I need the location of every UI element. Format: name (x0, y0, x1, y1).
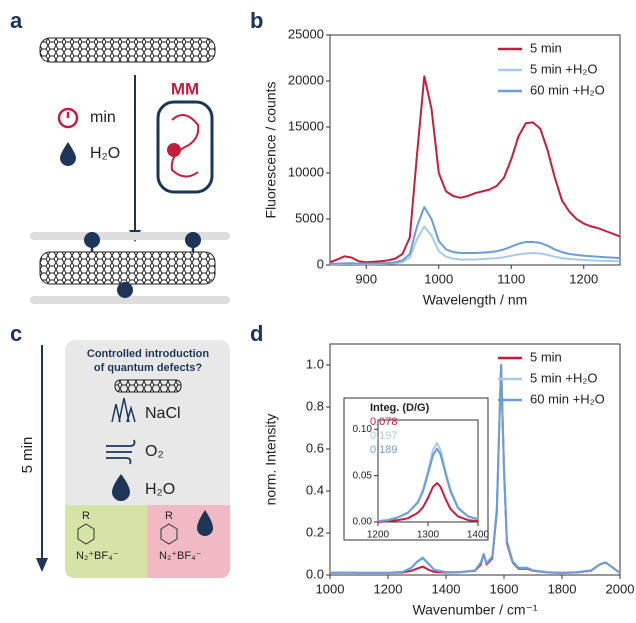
benzene (77, 523, 95, 545)
x-axis-label: Wavenumber / cm⁻¹ (412, 602, 537, 618)
panel-label: c (10, 321, 22, 346)
x-tick-label: 1200 (374, 582, 403, 597)
series-line (329, 75, 621, 264)
plot-frame (329, 34, 621, 266)
drop-icon (197, 510, 213, 536)
series-line (330, 225, 621, 266)
time-label: min (90, 109, 116, 126)
annotation-title: Integ. (D/G) (370, 402, 430, 414)
x-tick-label: 1000 (424, 272, 453, 287)
defect (185, 232, 201, 248)
y-tick-label: 0.05 (353, 470, 373, 481)
y-tick-label: 0.6 (306, 440, 324, 455)
mill-ball (167, 143, 181, 157)
question: Controlled introduction (87, 348, 209, 360)
defect (117, 282, 133, 298)
y-tick-label: 0.0 (306, 566, 324, 581)
mill-jar (156, 100, 214, 194)
x-tick-label: 1400 (467, 530, 490, 541)
water-label: H₂O (145, 481, 175, 498)
y-tick-label: 0.8 (306, 398, 324, 413)
plot-frame (329, 343, 621, 576)
drop-icon (60, 142, 76, 166)
x-tick-label: 1600 (490, 582, 519, 597)
annotation: 0.197 (370, 430, 398, 442)
legend-label: 60 min +H₂O (530, 391, 605, 406)
nanotube (39, 37, 216, 63)
panel-a: min H₂O MM (30, 37, 230, 304)
x-axis-label: Wavelength / nm (423, 292, 528, 308)
membrane (30, 232, 230, 304)
arrow-head (36, 558, 48, 572)
series-line (330, 206, 621, 265)
series-line (329, 364, 621, 574)
benzene (160, 523, 178, 545)
y-tick-label: 25000 (288, 26, 324, 41)
legend-label: 5 min (530, 40, 562, 55)
oxygen-label: O₂ (145, 443, 164, 460)
panel-label: d (250, 321, 263, 346)
x-tick-label: 2000 (606, 582, 635, 597)
y-tick-label: 10000 (288, 164, 324, 179)
legend-label: 5 min (530, 349, 562, 364)
y-tick-label: 20000 (288, 72, 324, 87)
y-axis-label: Fluorescence / counts (263, 82, 279, 219)
series-line (377, 482, 479, 523)
series-line (377, 447, 479, 523)
y-tick-label: 0.00 (353, 517, 373, 528)
y-tick-label: 0.10 (353, 424, 373, 435)
panel-label: a (10, 8, 23, 33)
x-tick-label: 1200 (367, 530, 390, 541)
mill-path (170, 114, 200, 178)
x-tick-label: 900 (355, 272, 377, 287)
panel-c: Controlled introduction of quantum defec… (19, 340, 230, 578)
y-tick-label: 1.0 (306, 356, 324, 371)
duration-label: 5 min (19, 437, 36, 474)
question: of quantum defects? (94, 362, 202, 374)
legend-label: 60 min +H₂O (530, 82, 605, 97)
y-tick-label: 5000 (295, 210, 324, 225)
inset-frame (343, 397, 489, 541)
substituent: R (82, 510, 90, 522)
method-label: MM (171, 79, 199, 98)
panel-label: b (250, 8, 263, 33)
x-tick-label: 1800 (548, 582, 577, 597)
annotation: 0.189 (370, 444, 398, 456)
clock-icon (57, 107, 79, 129)
nanotube (39, 251, 216, 285)
air-icon (106, 439, 136, 465)
x-tick-label: 1100 (497, 272, 525, 287)
x-tick-label: 1000 (316, 582, 345, 597)
defect (84, 232, 100, 248)
crystal-icon (111, 397, 136, 423)
wet-box (147, 505, 230, 578)
y-axis-label: norm. Intensity (263, 414, 279, 506)
nanotube (114, 379, 182, 393)
legend-label: 5 min +H₂O (530, 370, 598, 385)
substituent: R (165, 510, 173, 522)
dry-box (65, 505, 147, 578)
water-label: H₂O (90, 145, 120, 162)
y-tick-label: 0.4 (306, 482, 324, 497)
y-tick-label: 0.2 (306, 524, 324, 539)
reagent: N₂⁺BF₄⁻ (159, 550, 202, 562)
x-tick-label: 1300 (417, 530, 440, 541)
y-tick-label: 15000 (288, 118, 324, 133)
legend-label: 5 min +H₂O (530, 61, 598, 76)
y-tick-label: 0 (317, 256, 324, 271)
annotation: 0.078 (370, 416, 398, 428)
salt-label: NaCl (145, 405, 181, 422)
drop-icon (112, 474, 130, 501)
x-tick-label: 1400 (432, 582, 461, 597)
x-tick-label: 1200 (569, 272, 598, 287)
reagent: N₂⁺BF₄⁻ (76, 550, 119, 562)
